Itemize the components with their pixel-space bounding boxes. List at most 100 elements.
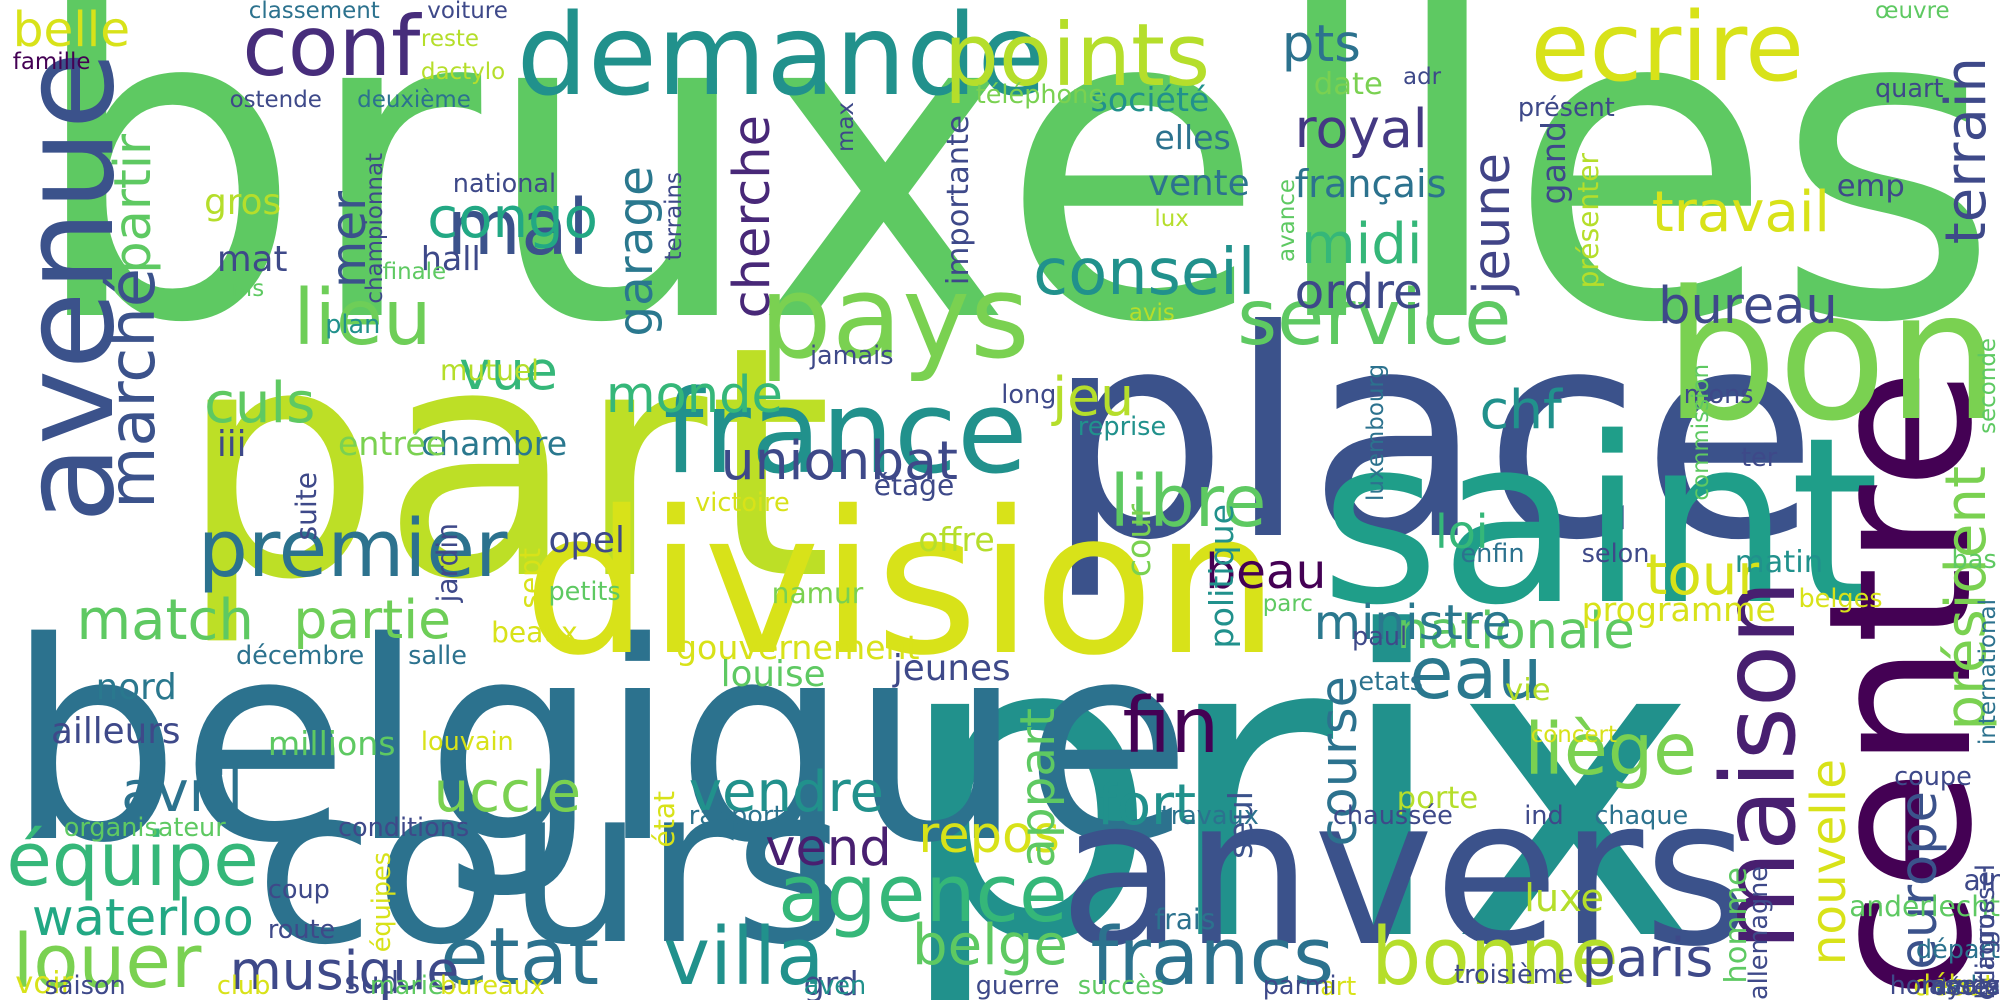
word: finale	[382, 259, 447, 286]
word: troisième	[1454, 960, 1574, 990]
word: seconde	[1975, 338, 2000, 434]
word: liège	[1524, 708, 1698, 792]
word: assez	[1928, 971, 2000, 1000]
word: congo	[427, 186, 598, 252]
word: chaussée	[1332, 800, 1453, 831]
word: partir	[104, 133, 164, 274]
word: millions	[267, 724, 396, 764]
word: louise	[720, 653, 826, 695]
word: ecrire	[1530, 0, 1805, 103]
word: commission	[1688, 363, 1715, 501]
word: importante	[940, 114, 976, 285]
word: décès	[1932, 975, 2000, 1000]
word: anvers	[1058, 754, 1750, 992]
word: premier	[197, 503, 508, 596]
word: état	[647, 790, 681, 848]
word: jardin	[430, 522, 464, 603]
word: garage	[608, 165, 665, 337]
word: mat	[216, 239, 288, 281]
word: voiture	[427, 0, 508, 24]
word: ostende	[229, 87, 322, 114]
word: programme	[1581, 590, 1776, 630]
word: société	[1090, 79, 1210, 119]
word: vendre	[688, 760, 885, 826]
word: sud	[344, 966, 400, 1000]
word: art	[1320, 971, 1357, 1000]
word: mutuel	[440, 354, 539, 388]
word: iii	[216, 424, 247, 466]
word: radio	[1935, 971, 2000, 1000]
word: succès	[1077, 971, 1165, 1000]
word: sept	[513, 548, 547, 610]
word: royale	[1920, 971, 2000, 1000]
word: salle	[408, 641, 467, 672]
word: gand	[1533, 121, 1573, 205]
word: téléphone	[975, 79, 1105, 110]
word: conf	[242, 0, 421, 96]
word: national	[452, 169, 557, 200]
word: entrée	[338, 424, 447, 464]
word: victoire	[695, 488, 790, 519]
word: petits	[548, 577, 621, 608]
word: elles	[1154, 118, 1231, 158]
word: opel	[548, 519, 625, 561]
word: avance	[1273, 178, 1300, 262]
word: dactylo	[420, 59, 506, 86]
word: œuvre	[1875, 0, 1950, 24]
word: enfin	[1460, 539, 1525, 570]
word: hall	[420, 239, 481, 279]
word: terrain	[1933, 57, 1999, 245]
word: ministre	[1313, 595, 1512, 652]
word: date	[1313, 67, 1383, 103]
word: club	[216, 971, 271, 1000]
word: cour	[1119, 503, 1159, 577]
word: unis	[216, 276, 265, 303]
word: gouvernement	[676, 628, 920, 668]
word: plan	[325, 309, 381, 340]
word: belle	[12, 2, 131, 59]
word: parmi	[1262, 971, 1337, 1000]
word: place	[1045, 269, 1819, 604]
word: mal	[446, 184, 590, 274]
word: chaque	[1594, 800, 1689, 831]
word: coup	[267, 874, 330, 905]
word: chambre	[420, 424, 568, 464]
word: paul	[1352, 622, 1408, 652]
word: luxembourg	[1362, 363, 1389, 501]
word: classement	[248, 0, 380, 24]
word: conditions	[338, 813, 470, 844]
word: lieu	[293, 273, 432, 363]
word: bruxelles	[27, 0, 2000, 418]
word: deuxième	[357, 87, 471, 114]
word: unionbat	[720, 428, 958, 492]
word: vente	[1147, 162, 1250, 204]
word: appart	[1010, 707, 1067, 868]
word: air	[1963, 864, 2000, 898]
word: ind	[1524, 800, 1564, 831]
word: concert	[1530, 722, 1617, 749]
word: tour	[1645, 543, 1761, 609]
word: matin	[1734, 545, 1824, 581]
word: louvain	[420, 726, 514, 757]
word: offre	[918, 519, 995, 559]
word: prix	[892, 544, 1700, 1000]
word: long	[1001, 379, 1057, 410]
word: beaux	[491, 615, 578, 649]
word: france	[663, 366, 1028, 501]
word: belges	[1798, 583, 1883, 614]
word: waterloo	[31, 888, 254, 948]
word: étage	[873, 468, 955, 502]
word: fort	[1096, 773, 1197, 839]
word: chf	[1479, 377, 1562, 441]
word: vie	[1505, 673, 1551, 709]
word: libre	[1109, 459, 1267, 543]
word: pays	[758, 251, 1030, 386]
word: royal	[1294, 97, 1428, 161]
word: porte	[1396, 781, 1479, 817]
word: partie	[293, 588, 452, 652]
word: eau	[1409, 631, 1543, 715]
word: jeunes	[892, 647, 1011, 689]
word: frais	[1154, 902, 1216, 936]
word: saison	[44, 971, 126, 1000]
word: bonne	[1371, 911, 1619, 1000]
